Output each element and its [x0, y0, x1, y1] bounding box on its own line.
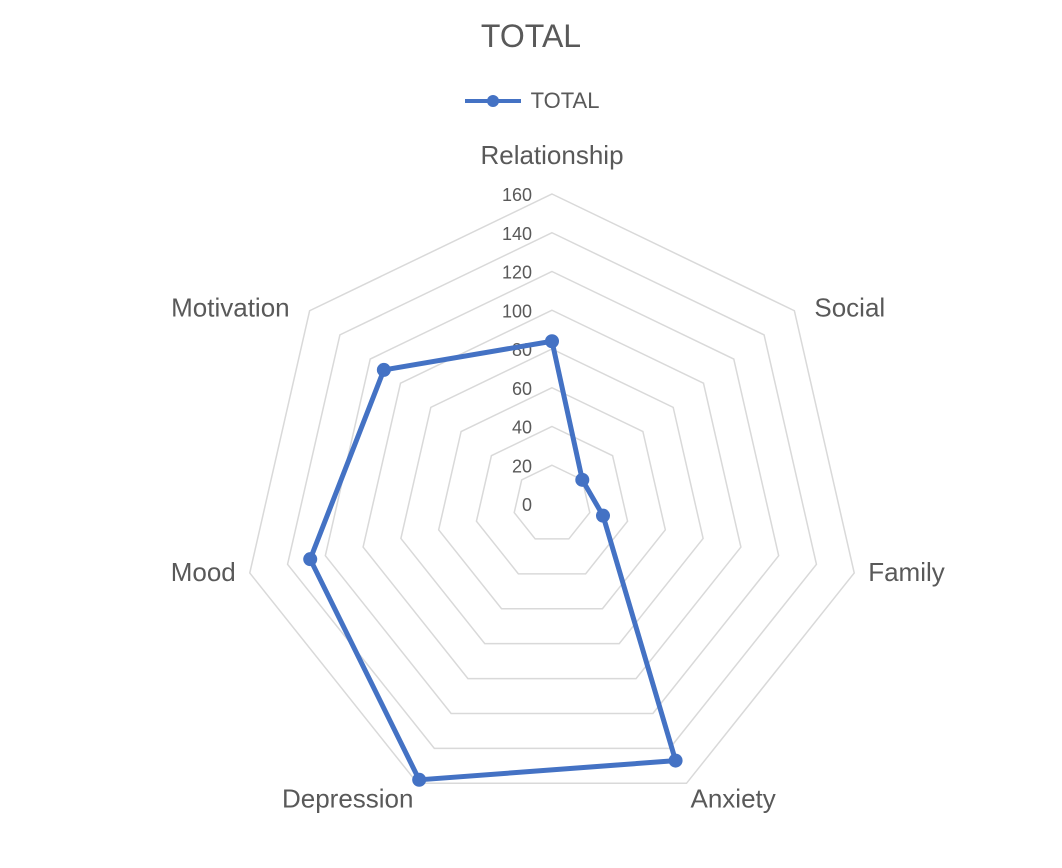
tick-label: 0 [522, 495, 532, 515]
data-point [575, 472, 590, 487]
data-point [376, 362, 391, 377]
tick-label: 100 [502, 301, 532, 321]
tick-label: 120 [502, 263, 532, 283]
category-label: Relationship [480, 140, 623, 170]
grid-ring [324, 270, 780, 715]
data-point [545, 334, 559, 349]
legend-label: TOTAL [530, 88, 600, 113]
data-point [596, 508, 611, 523]
grid-ring [248, 193, 856, 785]
tick-label: 20 [512, 456, 532, 476]
category-label: Depression [282, 783, 414, 813]
grid-ring [286, 231, 818, 750]
tick-label: 160 [502, 185, 532, 205]
category-label: Mood [171, 557, 236, 587]
grid-ring [475, 425, 629, 575]
legend-line-marker [464, 95, 521, 107]
grid-ring [437, 386, 667, 610]
chart-title: TOTAL [480, 18, 582, 54]
category-label: Motivation [171, 293, 290, 323]
category-label: Social [814, 293, 885, 323]
chart-legend: TOTAL [0, 88, 1062, 114]
grid-ring [362, 309, 742, 680]
tick-label: 60 [512, 379, 532, 399]
tick-label: 140 [502, 224, 532, 244]
data-point [668, 753, 683, 768]
grid-ring [400, 348, 704, 645]
category-label: Anxiety [691, 783, 776, 813]
data-point [303, 552, 318, 567]
tick-label: 40 [512, 418, 532, 438]
category-label: Family [868, 557, 945, 587]
data-point [412, 772, 427, 787]
